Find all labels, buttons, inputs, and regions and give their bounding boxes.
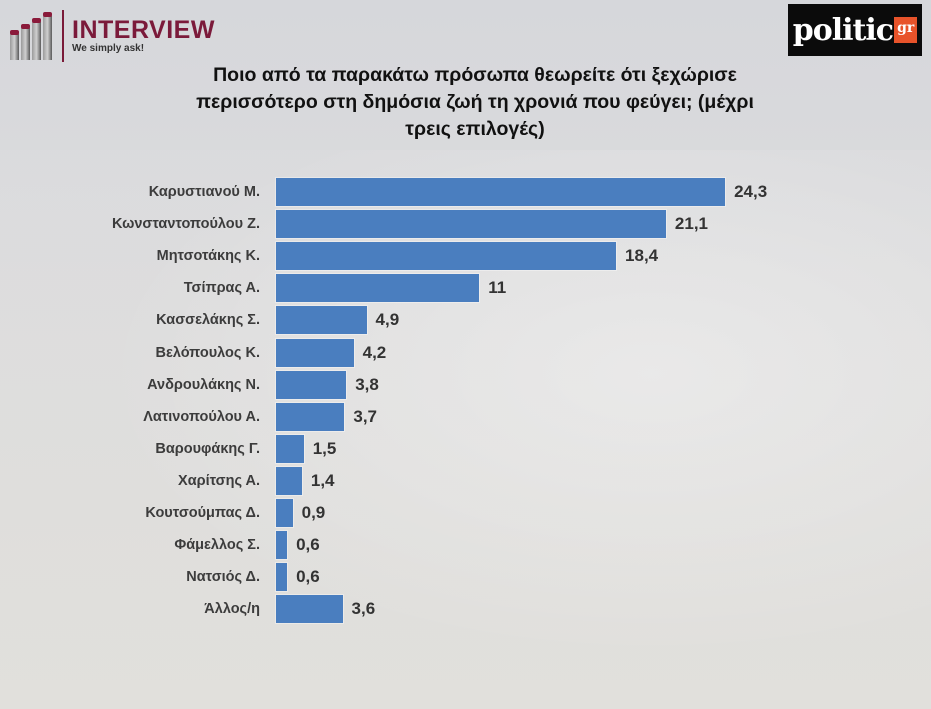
- bar: [276, 531, 288, 560]
- bar: [276, 178, 726, 206]
- logo-title: INTERVIEW: [72, 16, 215, 44]
- bar: [276, 402, 345, 431]
- category-label: Νατσιός Δ.: [186, 569, 260, 586]
- value-label: 0,6: [296, 567, 320, 587]
- logo-subtitle: We simply ask!: [72, 43, 145, 54]
- politic-word: politic: [792, 12, 894, 48]
- value-label: 3,6: [351, 599, 376, 619]
- category-label: Χαρίτσης Α.: [178, 472, 260, 489]
- value-label: 21,1: [674, 214, 709, 234]
- politic-logo: politic gr: [788, 4, 922, 56]
- logo-divider: [62, 10, 64, 62]
- title-line: περισσότερο στη δημόσια ζωή τη χρονιά πο…: [196, 91, 754, 113]
- value-label: 4,2: [362, 342, 387, 362]
- value-label: 3,8: [355, 374, 379, 394]
- category-label: Κασσελάκης Σ.: [156, 312, 260, 329]
- category-label: Καρυστιανού Μ.: [148, 184, 260, 200]
- bar: [276, 466, 302, 495]
- value-label: 1,4: [310, 470, 335, 490]
- bar-row: Νατσιός Δ. 0,6: [0, 563, 931, 592]
- politic-gr-badge: gr: [894, 17, 918, 43]
- bar: [276, 499, 293, 527]
- bar-row: Άλλος/η 3,6: [0, 595, 931, 624]
- bar-row: Τσίπρας Α. 11: [0, 274, 931, 303]
- category-label: Μητσοτάκης Κ.: [156, 248, 260, 265]
- value-label: 18,4: [625, 246, 659, 266]
- bar: [276, 338, 354, 367]
- bar-row: Φάμελλος Σ. 0,6: [0, 531, 931, 560]
- bar-chart-logo-icon: [10, 12, 52, 60]
- chart-title: Ποιο από τα παρακάτω πρόσωπα θεωρείτε ότ…: [130, 62, 820, 143]
- category-label: Λατινοπούλου Α.: [143, 408, 260, 425]
- category-label: Ανδρουλάκης Ν.: [147, 376, 260, 393]
- bar-row: Καρυστιανού Μ. 24,3: [0, 178, 931, 206]
- category-label: Κουτσούμπας Δ.: [145, 505, 260, 521]
- category-label: Κωνσταντοπούλου Ζ.: [111, 216, 260, 233]
- value-label: 24,3: [734, 182, 768, 201]
- category-label: Βαρουφάκης Γ.: [155, 440, 260, 457]
- value-label: 1,5: [312, 438, 337, 458]
- value-label: 3,7: [353, 406, 378, 426]
- bar-row: Κωνσταντοπούλου Ζ. 21,1: [0, 210, 931, 239]
- category-label: Άλλος/η: [204, 601, 260, 618]
- bar-row: Κασσελάκης Σ. 4,9: [0, 306, 931, 335]
- bar: [276, 242, 617, 271]
- title-line: Ποιο από τα παρακάτω πρόσωπα θεωρείτε ότ…: [213, 64, 737, 86]
- bar-row: Βαρουφάκης Γ. 1,5: [0, 434, 931, 463]
- category-label: Τσίπρας Α.: [183, 280, 260, 297]
- title-line: τρεις επιλογές): [405, 118, 545, 140]
- value-label: 0,6: [296, 535, 320, 555]
- bar-row: Χαρίτσης Α. 1,4: [0, 466, 931, 495]
- bar-row: Ανδρουλάκης Ν. 3,8: [0, 370, 931, 399]
- bar: [276, 434, 304, 463]
- bar-row: Κουτσούμπας Δ. 0,9: [0, 499, 931, 527]
- bar-row: Βελόπουλος Κ. 4,2: [0, 338, 931, 367]
- interview-logo: INTERVIEW We simply ask!: [10, 8, 215, 64]
- bar: [276, 210, 666, 239]
- bar-row: Λατινοπούλου Α. 3,7: [0, 402, 931, 431]
- bar: [276, 370, 347, 399]
- category-label: Βελόπουλος Κ.: [155, 344, 260, 361]
- bar: [276, 595, 343, 624]
- bar: [276, 274, 480, 303]
- bar: [276, 563, 288, 592]
- value-label: 0,9: [301, 503, 326, 522]
- category-label: Φάμελλος Σ.: [174, 537, 260, 554]
- value-label: 11: [488, 278, 507, 298]
- bar-row: Μητσοτάκης Κ. 18,4: [0, 242, 931, 271]
- value-label: 4,9: [375, 310, 400, 330]
- bar: [276, 306, 367, 335]
